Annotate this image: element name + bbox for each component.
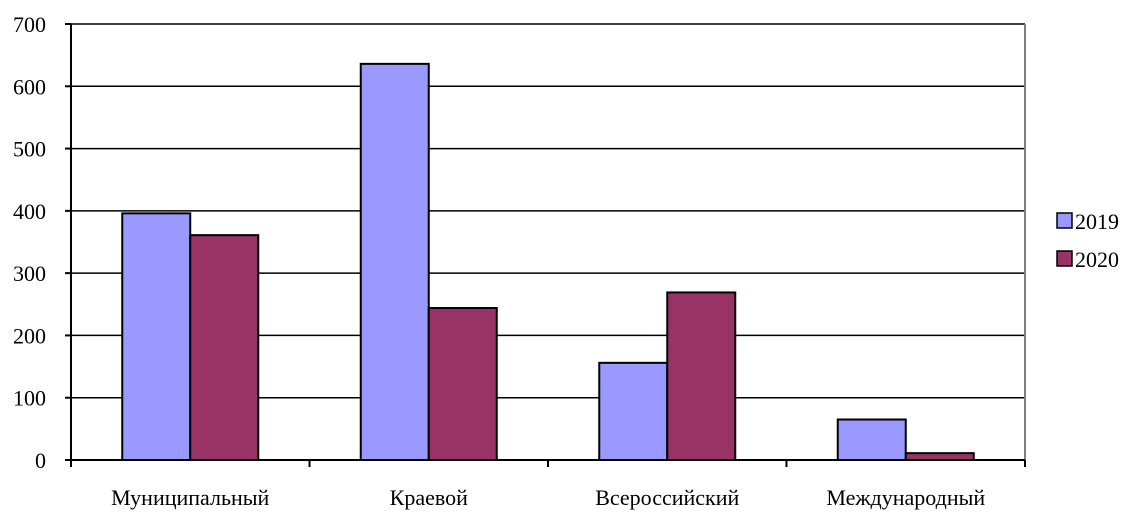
- bar-2020-4: [904, 452, 975, 461]
- x-tick-labels: Муниципальный Краевой Всероссийский Междуна…: [111, 485, 985, 510]
- bar-2019-2: [359, 62, 430, 462]
- y-tick-label-200: 200: [13, 323, 46, 348]
- bars: [121, 62, 975, 462]
- legend-swatch-2020: [1056, 250, 1073, 267]
- x-tick-label-3: Всероссийский: [595, 485, 739, 510]
- legend: 2019 2020: [1056, 209, 1119, 272]
- legend-swatch-2019: [1056, 212, 1073, 229]
- y-tick-label-500: 500: [13, 137, 46, 162]
- y-tick-label-100: 100: [13, 386, 46, 411]
- bar-2020-2: [427, 307, 498, 461]
- bar-2019-4: [836, 418, 907, 461]
- y-tick-label-600: 600: [13, 74, 46, 99]
- y-tick-label-400: 400: [13, 199, 46, 224]
- y-tick-label-700: 700: [13, 12, 46, 37]
- bar-2020-3: [666, 291, 737, 461]
- bar-2019-1: [121, 212, 192, 461]
- legend-label-2020: 2020: [1075, 247, 1119, 272]
- y-tick-label-300: 300: [13, 261, 46, 286]
- y-tick-label-0: 0: [35, 448, 46, 473]
- x-tick-label-1: Муниципальный: [111, 485, 269, 510]
- bar-2020-1: [189, 234, 260, 461]
- x-tick-label-4: Международный: [826, 485, 985, 510]
- axes: [65, 23, 1026, 467]
- y-tick-labels: 0 100 200 300 400 500 600 700: [13, 12, 46, 473]
- x-tick-label-2: Краевой: [390, 485, 468, 510]
- bar-2019-3: [598, 361, 669, 461]
- legend-label-2019: 2019: [1075, 209, 1119, 234]
